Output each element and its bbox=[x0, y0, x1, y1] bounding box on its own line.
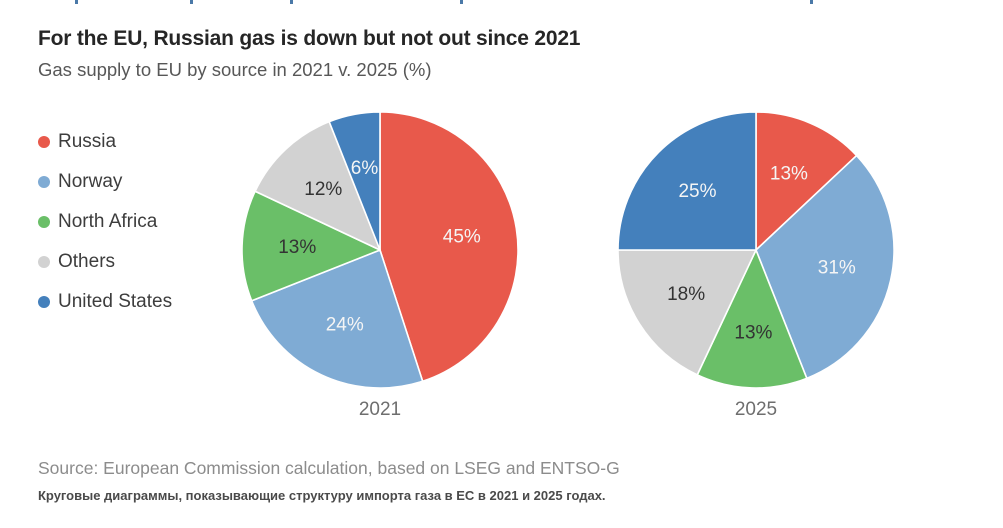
pie-slice-north-africa bbox=[696, 249, 808, 389]
pie-slice-label: 13% bbox=[278, 237, 316, 258]
pie-slice-label: 25% bbox=[678, 181, 716, 202]
legend-item: Norway bbox=[38, 162, 172, 202]
pie-slice-north-africa bbox=[241, 190, 381, 302]
top-edge-artifact bbox=[75, 0, 78, 4]
pie-slice-label: 6% bbox=[351, 158, 379, 179]
legend-item-label: United States bbox=[58, 291, 173, 312]
top-edge-artifact bbox=[460, 0, 463, 4]
pie-slice-label: 45% bbox=[443, 227, 481, 248]
pie-slice-united-states bbox=[617, 111, 757, 251]
pie-year-label-2021: 2021 bbox=[358, 399, 402, 420]
pie-slice-russia bbox=[755, 111, 858, 251]
pie-slice-label: 31% bbox=[818, 258, 856, 279]
legend-item: Russia bbox=[38, 122, 172, 162]
legend-item-label: Norway bbox=[58, 171, 123, 192]
pie-slice-label: 12% bbox=[304, 179, 342, 200]
pie-slice-label: 24% bbox=[326, 314, 364, 335]
source-attribution: Source: European Commission calculation,… bbox=[38, 458, 620, 478]
legend-item-label: Others bbox=[58, 251, 116, 272]
pie-chart-2025: 13% 31% 13% 18% 25% bbox=[617, 111, 895, 389]
legend-item-label: North Africa bbox=[58, 211, 158, 232]
pie-slice-others bbox=[254, 120, 381, 251]
chart-title: For the EU, Russian gas is down but not … bbox=[38, 27, 581, 50]
pie-slice-others bbox=[617, 249, 757, 376]
legend-color-dot bbox=[38, 176, 50, 188]
legend-color-dot bbox=[38, 136, 50, 148]
top-edge-artifact bbox=[810, 0, 813, 4]
pie-slice-label: 13% bbox=[770, 164, 808, 185]
legend-color-dot bbox=[38, 216, 50, 228]
pie-slice-norway bbox=[755, 154, 895, 380]
pie-year-label-2025: 2025 bbox=[734, 399, 778, 420]
top-edge-artifact bbox=[290, 0, 293, 4]
pie-slice-united-states bbox=[328, 111, 381, 251]
legend-item-label: Russia bbox=[58, 131, 117, 152]
pie-slice-label: 13% bbox=[734, 322, 772, 343]
translated-caption: Круговые диаграммы, показывающие структу… bbox=[38, 488, 606, 503]
legend-item: United States bbox=[38, 282, 172, 322]
pie-chart-2021: 45% 24% 13% 12% 6% bbox=[241, 111, 519, 389]
legend: Russia Norway North Africa Others United… bbox=[38, 122, 172, 322]
legend-item: Others bbox=[38, 242, 172, 282]
legend-item: North Africa bbox=[38, 202, 172, 242]
chart-subtitle: Gas supply to EU by source in 2021 v. 20… bbox=[38, 59, 432, 80]
pie-slice-label: 18% bbox=[667, 284, 705, 305]
legend-color-dot bbox=[38, 256, 50, 268]
top-edge-artifact bbox=[190, 0, 193, 4]
legend-color-dot bbox=[38, 296, 50, 308]
pie-slice-russia bbox=[379, 111, 519, 383]
